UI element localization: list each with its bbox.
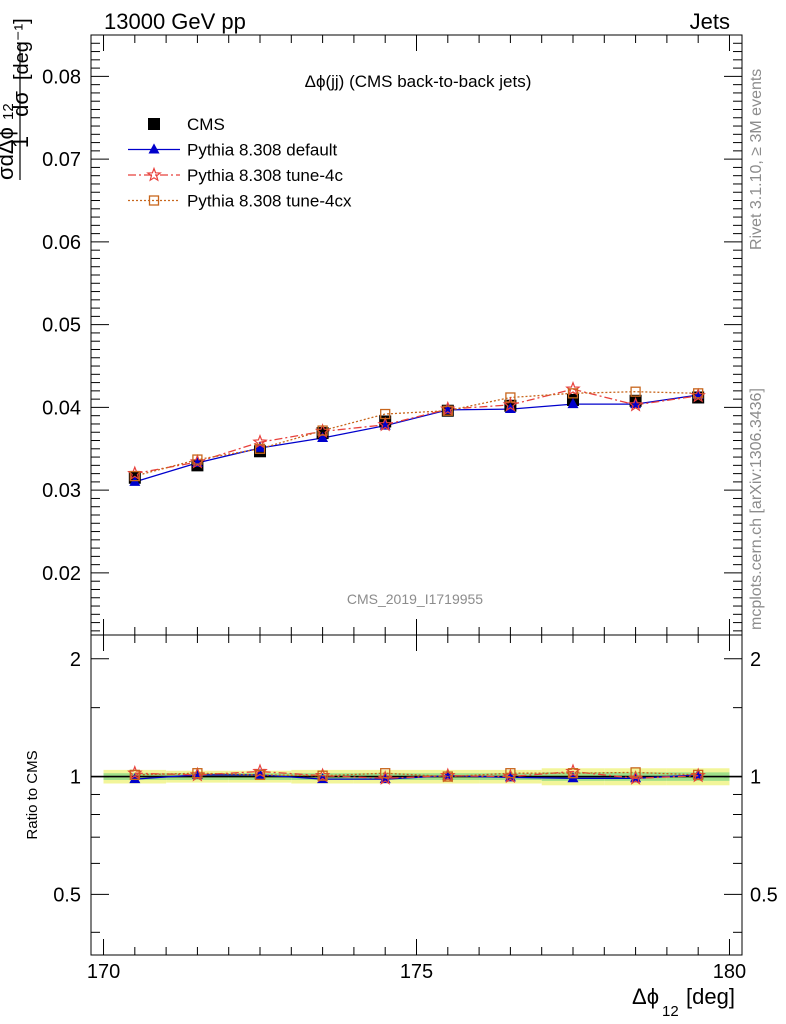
energy-label: 13000 GeV pp — [104, 9, 246, 34]
series-line — [134, 394, 699, 483]
data-point — [380, 408, 391, 420]
data-point — [192, 768, 203, 779]
data-point — [254, 769, 266, 781]
data-point — [317, 431, 329, 442]
ratio-y-label: Ratio to CMS — [24, 750, 41, 839]
data-point — [148, 143, 160, 154]
legend: CMS Pythia 8.308 default Pythia 8.308 tune… — [128, 115, 352, 211]
data-point — [129, 769, 140, 781]
y-tick-label: 0.05 — [42, 315, 81, 337]
data-point — [377, 416, 394, 432]
data-point — [317, 770, 328, 781]
y-label-units: [deg⁻¹] — [11, 18, 33, 80]
x-label-delta-phi: Δϕ — [632, 984, 659, 1009]
data-point — [148, 118, 160, 130]
data-point — [148, 195, 160, 206]
series-line — [134, 388, 699, 475]
y-tick-label: 0.06 — [42, 232, 81, 254]
x-label-subscript: 12 — [662, 1003, 679, 1020]
main-axis-ticks — [91, 34, 742, 635]
y-tick-label: 0.5 — [53, 884, 81, 906]
ratio-y-tick-labels: 0.5 0.5 1 1 2 2 — [53, 649, 778, 907]
y-tick-label-right: 2 — [750, 649, 761, 671]
x-axis-label: Δϕ 12 [deg] — [632, 984, 735, 1020]
data-point — [254, 441, 266, 452]
data-point — [567, 397, 579, 409]
ratio-series-line — [134, 774, 699, 780]
analysis-watermark: CMS_2019_I1719955 — [347, 591, 483, 607]
data-point — [567, 388, 579, 399]
ratio-series-line — [134, 770, 699, 779]
x-label-units: [deg] — [686, 984, 735, 1009]
data-point — [129, 470, 140, 482]
y-tick-label: 0.08 — [42, 66, 81, 88]
ratio-axis-ticks — [91, 635, 742, 955]
legend-label: Pythia 8.308 tune-4c — [187, 166, 343, 185]
data-point — [129, 772, 141, 784]
y-tick-label: 0.04 — [42, 397, 81, 419]
legend-label: Pythia 8.308 default — [187, 141, 338, 160]
x-tick-labels: 170 175 180 — [87, 961, 746, 983]
data-point — [567, 768, 579, 779]
y-tick-label: 0.07 — [42, 149, 81, 171]
data-point — [505, 768, 516, 779]
data-point — [565, 380, 581, 396]
data-point — [693, 388, 704, 399]
rivet-label: Rivet 3.1.10, ≥ 3M events — [748, 69, 765, 250]
data-point — [442, 771, 453, 782]
data-point — [317, 425, 328, 436]
data-point — [693, 769, 704, 781]
y-tick-label: 0.03 — [42, 480, 81, 502]
y-tick-label: 2 — [70, 649, 81, 671]
series-line — [134, 391, 699, 477]
y-tick-label: 0.02 — [42, 563, 81, 585]
main-series-layer — [127, 380, 706, 486]
data-point — [192, 454, 203, 465]
data-point — [630, 767, 641, 778]
ratio-series-line — [134, 771, 699, 778]
ratio-series-layer — [127, 763, 706, 785]
ratio-plot-frame — [90, 634, 743, 956]
main-y-axis-label: 1 dσ [deg⁻¹] σdΔϕ 12 — [0, 18, 33, 180]
data-point — [627, 396, 644, 412]
plot-title: Δϕ(jj) (CMS back-to-back jets) — [305, 72, 532, 91]
data-point — [442, 405, 453, 416]
ratio-plot: 0.5 0.5 1 1 2 2 Ratio to CMS — [24, 634, 778, 956]
mcplots-label: mcplots.cern.ch [arXiv:1306.3436] — [748, 388, 765, 630]
y-tick-label: 1 — [70, 767, 81, 789]
y-label-denominator: σdΔϕ — [0, 127, 18, 180]
data-point — [630, 386, 641, 397]
main-plot: 0.02 0.03 0.04 0.05 0.06 0.07 0.08 Δϕ(jj) (CMS… — [0, 18, 743, 636]
x-tick-label: 175 — [400, 961, 433, 983]
y-tick-label-right: 1 — [750, 767, 761, 789]
data-point — [146, 166, 162, 182]
data-point — [254, 443, 266, 454]
legend-label: CMS — [187, 115, 225, 134]
data-point — [505, 392, 516, 403]
data-point — [380, 768, 391, 779]
main-y-tick-labels: 0.02 0.03 0.04 0.05 0.06 0.07 0.08 — [42, 66, 81, 585]
y-label-subscript: 12 — [0, 103, 17, 120]
process-label: Jets — [690, 9, 730, 34]
data-point — [502, 396, 519, 412]
y-tick-label-right: 0.5 — [750, 884, 778, 906]
legend-label: Pythia 8.308 tune-4cx — [187, 192, 352, 211]
x-tick-label: 170 — [87, 961, 120, 983]
x-tick-label: 180 — [713, 961, 746, 983]
